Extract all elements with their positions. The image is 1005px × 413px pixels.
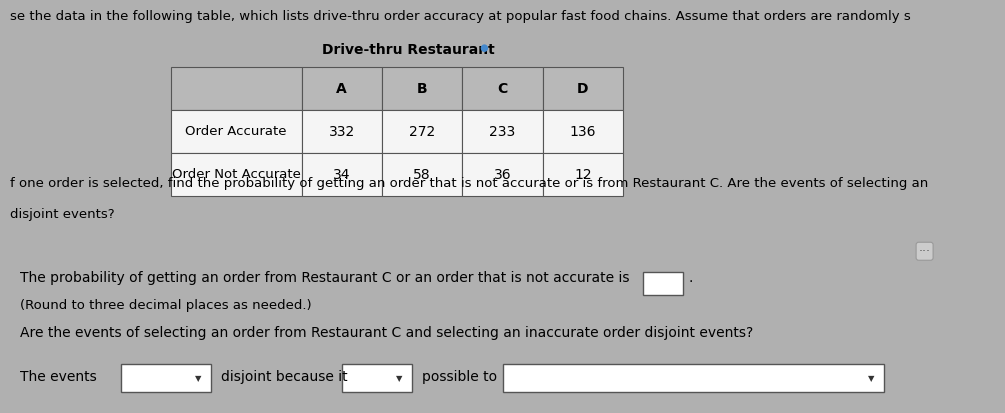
Bar [382, 153, 462, 197]
Text: 272: 272 [409, 125, 435, 139]
Text: 36: 36 [493, 168, 512, 182]
Text: The probability of getting an order from Restaurant C or an order that is not ac: The probability of getting an order from… [20, 271, 634, 285]
Text: Drive-thru Restaurant: Drive-thru Restaurant [322, 43, 494, 57]
Bar [382, 67, 462, 110]
Text: B: B [417, 82, 427, 96]
Text: D: D [577, 82, 589, 96]
Text: Order Accurate: Order Accurate [186, 125, 286, 138]
Bar [643, 273, 683, 295]
Bar [302, 110, 382, 153]
Bar [543, 153, 623, 197]
Bar [543, 67, 623, 110]
Bar [462, 153, 543, 197]
Text: (Round to three decimal places as needed.): (Round to three decimal places as needed… [20, 299, 312, 311]
Text: f one order is selected, find the probability of getting an order that is not ac: f one order is selected, find the probab… [10, 177, 929, 190]
Text: 233: 233 [489, 125, 516, 139]
Bar [462, 110, 543, 153]
Bar [171, 153, 302, 197]
Text: Are the events of selecting an order from Restaurant C and selecting an inaccura: Are the events of selecting an order fro… [20, 326, 754, 340]
Text: 136: 136 [570, 125, 596, 139]
Text: The events: The events [20, 370, 96, 384]
Bar [382, 110, 462, 153]
Bar [121, 364, 211, 392]
Text: ▼: ▼ [396, 374, 402, 383]
Text: 332: 332 [329, 125, 355, 139]
Bar [302, 67, 382, 110]
Bar [302, 153, 382, 197]
Text: ●: ● [477, 43, 489, 53]
Text: Order Not Accurate: Order Not Accurate [172, 169, 300, 181]
Bar [502, 364, 884, 392]
Text: 34: 34 [333, 168, 351, 182]
Text: ···: ··· [919, 245, 931, 258]
Bar [342, 364, 412, 392]
Text: disjoint events?: disjoint events? [10, 209, 115, 221]
Text: A: A [337, 82, 347, 96]
Text: possible to: possible to [422, 370, 497, 384]
Bar [171, 67, 302, 110]
Text: disjoint because it: disjoint because it [221, 370, 348, 384]
Text: C: C [497, 82, 508, 96]
Text: se the data in the following table, which lists drive-thru order accuracy at pop: se the data in the following table, whic… [10, 9, 911, 23]
Text: ▼: ▼ [868, 374, 874, 383]
Text: .: . [688, 271, 692, 285]
Bar [543, 110, 623, 153]
Text: ▼: ▼ [195, 374, 201, 383]
Bar [171, 110, 302, 153]
Text: 12: 12 [574, 168, 592, 182]
Text: 58: 58 [413, 168, 431, 182]
Bar [462, 67, 543, 110]
